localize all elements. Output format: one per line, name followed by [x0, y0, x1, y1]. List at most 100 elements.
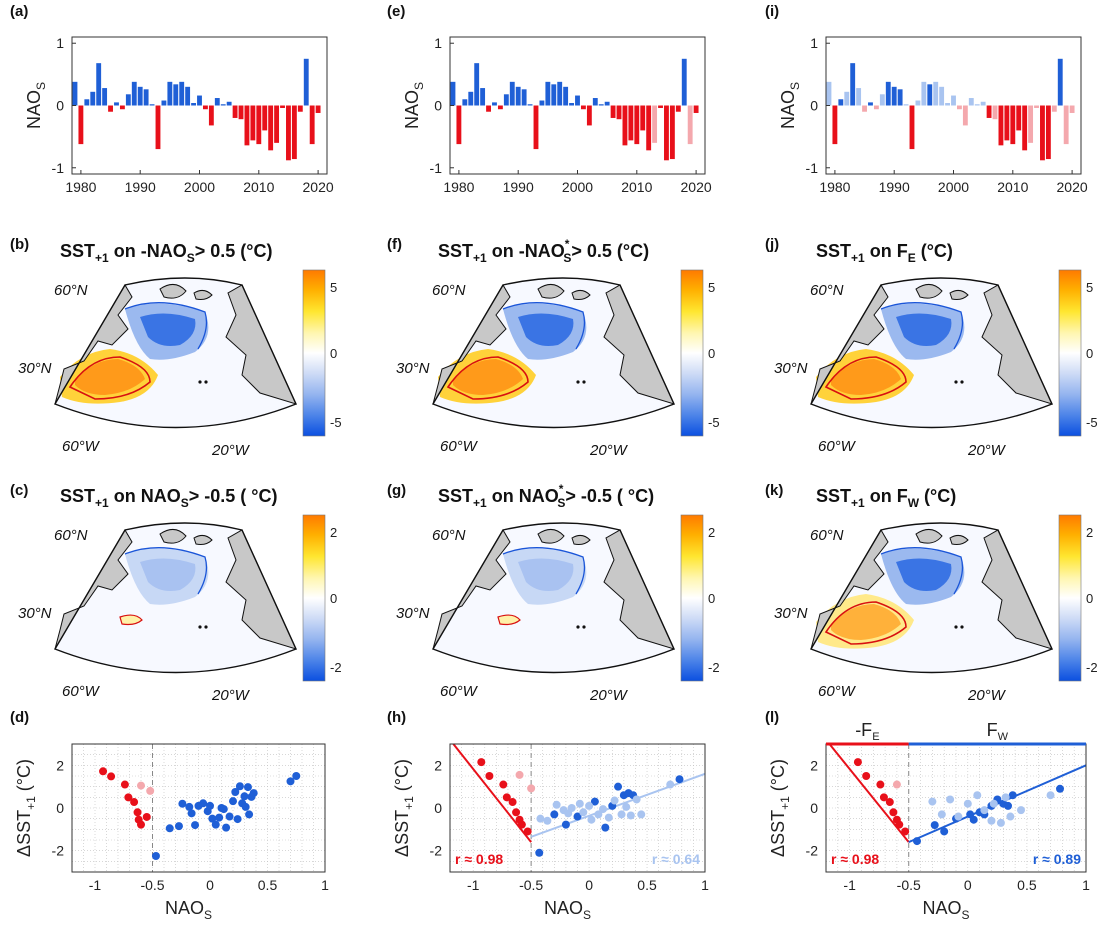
bar: [527, 104, 533, 106]
bar: [580, 105, 586, 110]
bar: [897, 89, 903, 106]
land-europe-africa: [603, 529, 675, 650]
bar: [1034, 105, 1039, 108]
y-tick-label: 1: [810, 35, 818, 51]
data-point: [502, 793, 511, 802]
data-point: [585, 801, 594, 810]
bar: [492, 102, 497, 106]
land-greenland: [159, 529, 187, 544]
data-point: [225, 812, 234, 821]
land-greenland: [915, 529, 943, 544]
colorbar-tick-label: 0: [708, 346, 715, 361]
y-tick-label: -1: [430, 160, 443, 176]
land-iceland: [949, 534, 969, 545]
bar: [939, 86, 945, 106]
panel-label-f: (f): [387, 236, 402, 253]
data-point: [523, 827, 532, 836]
data-point: [243, 783, 252, 792]
colorbar-tick-label: 2: [708, 525, 715, 540]
x-tick-label: 2010: [621, 179, 652, 195]
bar: [202, 105, 208, 110]
bar: [226, 101, 232, 106]
colorbar-tick-label: -5: [330, 415, 342, 430]
bar: [693, 105, 699, 113]
data-point: [485, 772, 494, 780]
x-tick-label: 1990: [879, 179, 910, 195]
bar: [90, 91, 96, 106]
r-label-right: r ≈ 0.64: [652, 851, 700, 867]
y-tick-label: -2: [806, 843, 819, 859]
bar: [675, 105, 681, 112]
bar: [256, 105, 262, 145]
bar: [868, 102, 873, 106]
data-point: [666, 780, 675, 789]
data-point: [862, 772, 871, 780]
cold-anomaly-core: [518, 558, 574, 591]
data-point: [587, 815, 596, 824]
lon-label-20w: 20°W: [967, 442, 1007, 459]
x-tick-label: 0: [585, 877, 593, 893]
data-point: [515, 770, 524, 779]
bar: [569, 103, 575, 106]
bar: [545, 81, 551, 106]
data-point: [601, 823, 610, 832]
data-point: [174, 822, 183, 831]
bar: [503, 94, 509, 106]
bar: [873, 105, 879, 110]
land-north-america: [54, 529, 133, 650]
bar: [155, 105, 161, 150]
bar: [497, 105, 503, 110]
data-point: [219, 805, 228, 814]
bar: [486, 105, 491, 112]
colorbar: [1058, 514, 1082, 682]
data-point: [137, 820, 145, 829]
data-point: [879, 793, 888, 802]
bar: [238, 105, 244, 120]
lon-label-60w: 60°W: [818, 438, 857, 455]
data-point: [946, 795, 955, 804]
data-point: [853, 758, 862, 767]
land-iceland: [949, 289, 969, 300]
bar: [161, 100, 167, 106]
panel-label-k: (k): [765, 482, 783, 499]
colorbar-tick-label: -2: [330, 660, 342, 675]
y-tick-label: 0: [434, 800, 442, 816]
range-bar-label: -FE: [855, 720, 879, 743]
data-point: [1006, 812, 1015, 821]
x-tick-label: -0.5: [140, 877, 164, 893]
map-panel-b: SST+1 on -NAOS> 0.5 (°C) 60°N 30°N 60°W 20°W…: [18, 241, 342, 459]
data-point: [913, 837, 921, 846]
data-point: [552, 800, 561, 809]
bar: [125, 94, 131, 106]
x-tick-label: 1990: [125, 179, 156, 195]
data-point: [124, 793, 133, 802]
data-point: [512, 808, 521, 817]
land-north-america: [810, 529, 889, 650]
colorbar-tick-label: 5: [708, 280, 715, 295]
data-point: [928, 797, 937, 806]
colorbar: [680, 269, 704, 437]
bar: [1022, 105, 1028, 151]
significance-contour-blue: [502, 547, 586, 595]
data-point: [185, 802, 194, 811]
significance-contour-red: [446, 356, 529, 400]
bar: [832, 105, 838, 145]
data-point: [536, 814, 545, 823]
data-point: [930, 821, 939, 830]
bar: [114, 102, 119, 106]
data-point: [249, 789, 258, 798]
lat-label-30n: 30°N: [774, 360, 808, 377]
map-title: SST+1 on -NAOS> 0.5 (°C): [60, 241, 272, 265]
data-point: [889, 808, 898, 817]
lon-label-20w: 20°W: [967, 687, 1007, 704]
cold-anomaly-core: [896, 558, 952, 591]
island-dot: [204, 625, 208, 629]
y-tick-label: 0: [434, 98, 442, 114]
data-point: [590, 797, 599, 806]
bar: [885, 81, 891, 106]
data-point: [107, 772, 116, 781]
lat-label-60n: 60°N: [810, 282, 844, 299]
map-panel-k: SST+1 on FW (°C) 60°N 30°N 60°W 20°W 2 0 -2: [774, 486, 1098, 704]
panel-label-a: (a): [10, 3, 28, 20]
data-point: [229, 797, 237, 806]
